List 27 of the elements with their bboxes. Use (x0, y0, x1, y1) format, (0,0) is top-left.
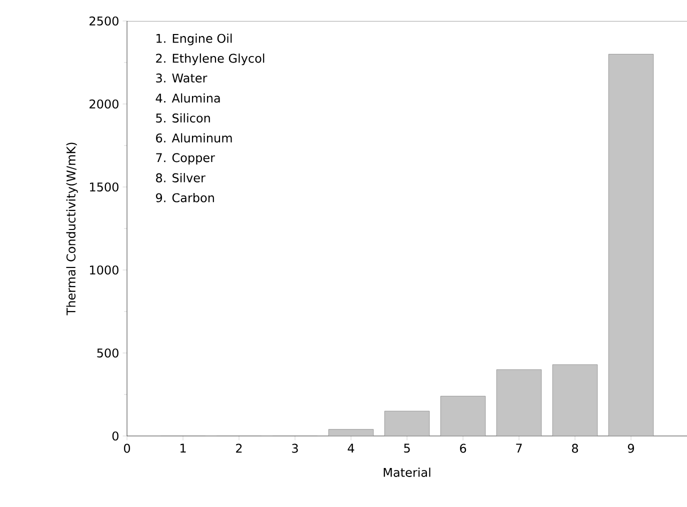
y-tick-label: 2500 (90, 16, 118, 26)
annotation: 8. Silver (156, 173, 206, 182)
annotation: 5. Silicon (156, 113, 210, 123)
x-tick-label: 0 (124, 444, 130, 453)
x-tick-label: 5 (404, 444, 410, 453)
y-axis-title: Thermal Conductivity(W/mK) (66, 142, 78, 316)
annotation: 3. Water (156, 73, 208, 83)
y-tick-label: 0 (112, 431, 118, 441)
x-tick-label: 8 (572, 444, 578, 453)
x-tick-label: 1 (180, 444, 186, 453)
x-tick-label: 6 (460, 444, 466, 453)
y-tick-label: 500 (97, 348, 118, 358)
x-tick-label: 2 (236, 444, 242, 453)
annotation: 4. Alumina (156, 93, 220, 103)
y-tick-label: 1500 (90, 182, 118, 192)
annotation: 7. Copper (156, 153, 216, 165)
annotation: 6. Aluminum (156, 133, 232, 143)
y-tick-label: 1000 (90, 265, 118, 275)
annotation: 2. Ethylene Glycol (156, 54, 264, 66)
x-axis-title: Material (384, 468, 430, 477)
y-tick-label: 2000 (90, 99, 118, 109)
annotation: 1. Engine Oil (156, 34, 232, 46)
x-tick-label: 9 (628, 444, 634, 453)
x-tick-label: 7 (516, 444, 522, 453)
x-tick-label: 3 (292, 444, 298, 453)
annotation: 9. Carbon (156, 192, 214, 202)
x-tick-label: 4 (348, 444, 354, 453)
